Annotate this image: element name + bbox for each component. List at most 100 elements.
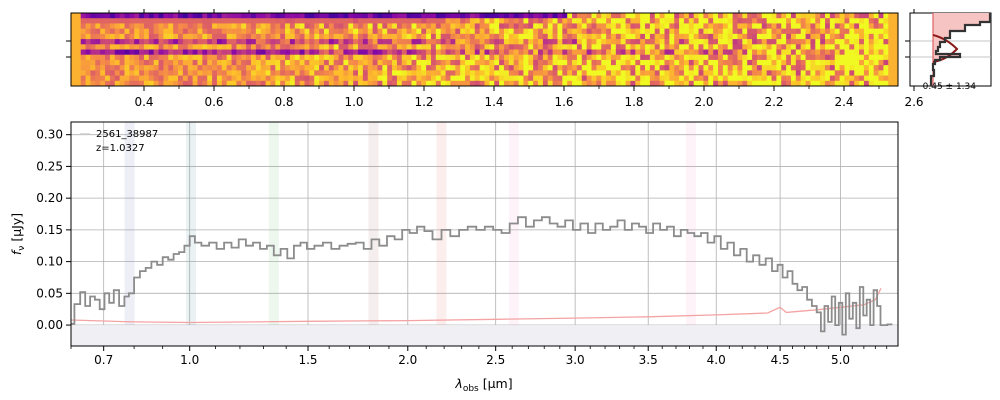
heatmap-cell	[168, 49, 174, 56]
heatmap-cell	[494, 23, 500, 30]
heatmap-cell	[270, 65, 276, 71]
heatmap-cell	[109, 28, 116, 35]
heatmap-cell	[795, 70, 802, 76]
heatmap-cell	[586, 13, 592, 19]
heatmap-cell	[742, 54, 748, 61]
heatmap-cell	[192, 18, 198, 24]
heatmap-cell	[484, 59, 490, 66]
heatmap-cell	[825, 23, 831, 30]
heatmap-cell	[576, 39, 583, 45]
heatmap-cell	[90, 65, 96, 71]
heatmap-cell	[523, 23, 529, 30]
heatmap-cell	[430, 18, 437, 24]
heatmap-cell	[538, 59, 544, 66]
heatmap-cell	[85, 18, 91, 24]
heatmap-cell	[552, 33, 558, 40]
heatmap-cell	[489, 33, 495, 40]
heatmap-cell	[829, 28, 836, 35]
heatmap-cell	[572, 80, 578, 87]
heatmap-cell	[703, 44, 709, 50]
heatmap-cell	[562, 59, 568, 66]
heatmap-cell	[250, 28, 257, 35]
heatmap-cell	[815, 49, 821, 56]
heatmap-cell	[756, 28, 763, 35]
heatmap-cell	[620, 80, 626, 87]
heatmap-cell	[698, 33, 704, 40]
heatmap-cell	[474, 44, 481, 50]
heatmap-cell	[484, 70, 490, 76]
heatmap-cell	[255, 33, 262, 40]
heatmap-cell	[109, 33, 116, 40]
heatmap-cell	[411, 23, 417, 30]
heatmap-cell	[304, 23, 310, 30]
heatmap-cell	[309, 54, 315, 61]
heatmap-cell	[659, 59, 665, 66]
heatmap-cell	[538, 13, 544, 19]
heatmap-cell	[489, 65, 495, 71]
heatmap-cell	[450, 44, 456, 50]
heatmap-cell	[679, 59, 685, 66]
heatmap-cell	[747, 44, 753, 50]
heatmap-cell	[348, 49, 354, 56]
heatmap-cell	[178, 23, 184, 30]
heatmap-cell	[698, 65, 704, 71]
heatmap-cell	[129, 80, 135, 87]
heatmap-cell	[820, 18, 826, 24]
heatmap-cell	[649, 59, 656, 66]
heatmap-cell	[591, 54, 597, 61]
heatmap-cell	[825, 65, 831, 71]
heatmap-cell	[309, 13, 315, 19]
heatmap-cell	[834, 44, 841, 50]
heatmap-cell	[382, 54, 388, 61]
heatmap-cell	[139, 70, 145, 76]
heatmap-cell	[197, 18, 203, 24]
heatmap-cell	[610, 65, 617, 71]
heatmap-cell	[649, 33, 656, 40]
heatmap-cell	[85, 23, 91, 30]
heatmap-cell	[319, 28, 325, 35]
heatmap-cell	[659, 75, 665, 82]
heatmap-cell	[683, 49, 690, 56]
heatmap-cell	[688, 39, 695, 45]
heatmap-cell	[547, 18, 553, 24]
heatmap-cell	[868, 44, 875, 50]
heatmap-cell	[664, 13, 670, 19]
heatmap-cell	[358, 18, 364, 24]
heatmap-cell	[645, 39, 651, 45]
heatmap-cell	[231, 65, 237, 71]
heatmap-cell	[343, 39, 349, 45]
heatmap-cell	[742, 39, 748, 45]
heatmap-cell	[80, 49, 86, 56]
heatmap-cell	[100, 80, 106, 87]
heatmap-cell	[173, 59, 179, 66]
heatmap-cell	[158, 13, 164, 19]
heatmap-cell	[143, 18, 150, 24]
heatmap-cell	[800, 44, 806, 50]
y-tick-label: 0.20	[36, 191, 63, 205]
heatmap-cell	[761, 75, 768, 82]
heatmap-cell	[221, 75, 228, 82]
heatmap-cell	[362, 75, 369, 82]
heatmap-cell	[538, 70, 544, 76]
heatmap-cell	[387, 70, 393, 76]
heatmap-cell	[630, 75, 636, 82]
heatmap-cell	[518, 70, 524, 76]
heatmap-cell	[109, 23, 116, 30]
heatmap-cell	[893, 80, 899, 87]
heatmap-cell	[430, 33, 437, 40]
heatmap-cell	[168, 70, 174, 76]
heatmap-cell	[411, 44, 417, 50]
heatmap-cell	[581, 59, 588, 66]
heatmap-cell	[800, 65, 806, 71]
heatmap-cell	[508, 23, 515, 30]
heatmap-cell	[173, 28, 179, 35]
heatmap-cell	[333, 65, 339, 71]
heatmap-cell	[844, 80, 850, 87]
heatmap-cell	[698, 13, 704, 19]
heatmap-cell	[829, 18, 836, 24]
heatmap-cell	[474, 70, 481, 76]
heatmap-cell	[474, 80, 481, 87]
heatmap-cell	[718, 23, 724, 30]
heatmap-cell	[883, 49, 889, 56]
heatmap-cell	[790, 59, 797, 66]
